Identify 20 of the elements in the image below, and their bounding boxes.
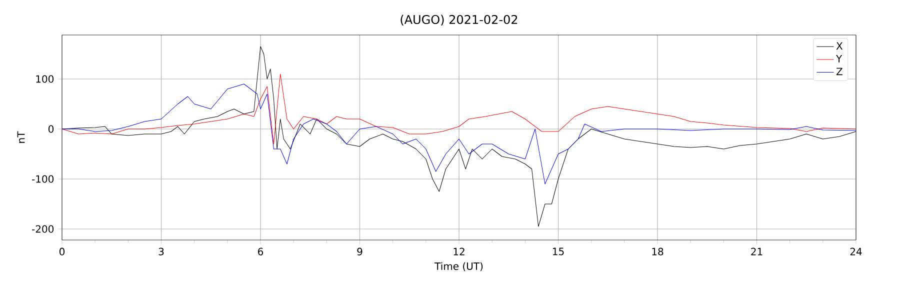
x-tick-label: 18 <box>652 248 664 256</box>
chart-title: (AUGO) 2021-02-02 <box>400 14 518 26</box>
x-tick-label: 15 <box>552 248 564 256</box>
x-tick-label: 21 <box>751 248 762 256</box>
x-tick-label: 9 <box>357 248 362 256</box>
x-tick-label: 3 <box>158 248 164 256</box>
y-tick-label: 0 <box>48 125 54 133</box>
legend-label: X <box>836 42 843 50</box>
x-tick-label: 12 <box>454 248 464 256</box>
y-tick-label: 100 <box>36 75 54 83</box>
y-tick-label: -200 <box>32 225 54 233</box>
legend-label: Z <box>836 68 842 76</box>
y-axis-title: nT <box>17 131 25 143</box>
legend-label: Y <box>836 55 842 62</box>
x-tick-label: 24 <box>850 248 862 256</box>
x-axis-title: Time (UT) <box>434 262 483 272</box>
x-tick-label: 0 <box>59 248 65 256</box>
y-tick-label: -100 <box>32 175 54 183</box>
line-series <box>62 84 856 184</box>
x-tick-label: 6 <box>258 248 264 256</box>
